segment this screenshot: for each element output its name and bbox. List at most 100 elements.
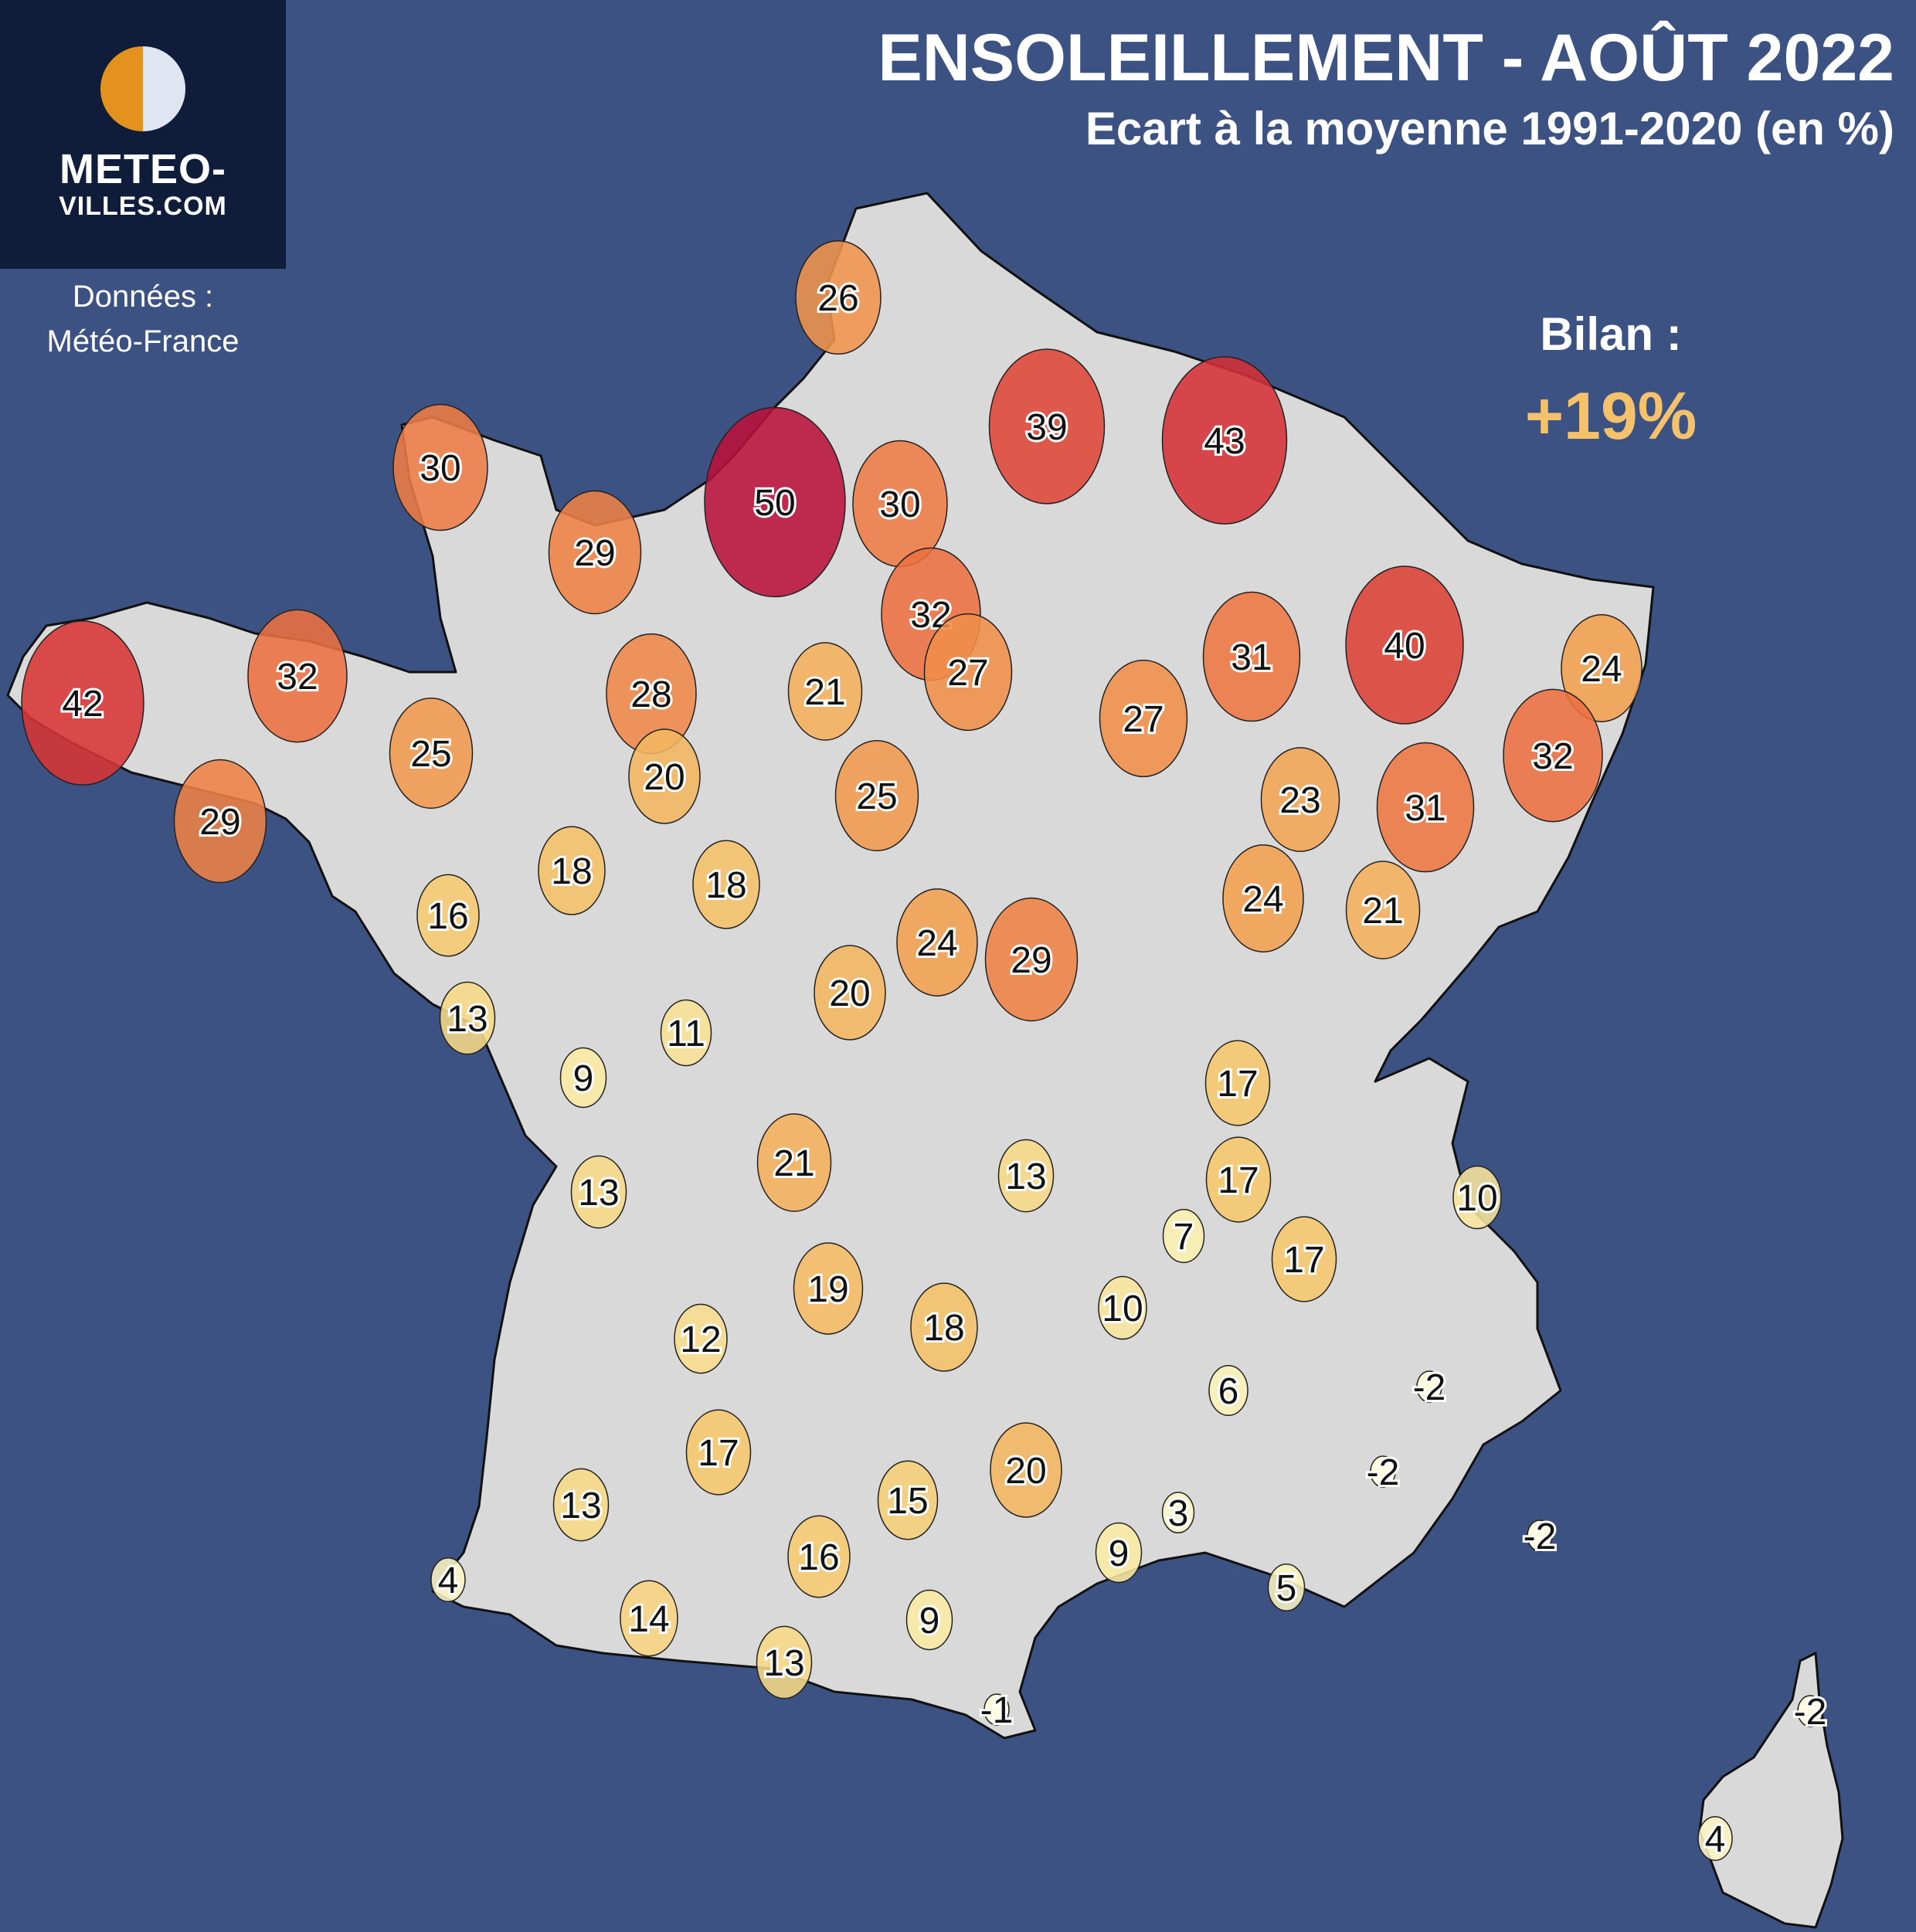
station-26: 18 <box>692 840 760 929</box>
station-bubble <box>997 1139 1055 1213</box>
station-value-label: 18 <box>551 851 592 892</box>
station-bubble <box>1561 614 1643 722</box>
station-bubble <box>1271 1216 1337 1302</box>
station-39: 17 <box>1205 1136 1272 1223</box>
station-3: 50 <box>704 406 846 598</box>
station-49: -2 <box>1364 1450 1402 1496</box>
station-bubble <box>787 1515 851 1598</box>
station-38: 17 <box>1204 1040 1271 1126</box>
station-bubble <box>896 888 978 997</box>
station-value-label: 13 <box>1005 1156 1046 1197</box>
station-value-label: 13 <box>447 999 487 1040</box>
station-5: 39 <box>988 348 1106 504</box>
summary-value: +19% <box>1524 379 1697 453</box>
station-bubble <box>173 759 267 884</box>
station-value-label: 20 <box>644 757 685 798</box>
station-bubble <box>1098 1275 1147 1340</box>
station-value-label: 17 <box>1218 1160 1259 1201</box>
station-bubble <box>1260 747 1340 852</box>
station-bubble <box>988 348 1106 504</box>
station-value-label: 25 <box>410 734 451 775</box>
station-65: 4 <box>1697 1816 1733 1862</box>
station-value-label: 13 <box>763 1643 804 1684</box>
station-bubble <box>439 981 496 1055</box>
station-bubble <box>984 897 1079 1022</box>
station-bubble <box>983 1693 1010 1726</box>
half-sun-half-moon-icon <box>100 46 185 131</box>
station-2: 29 <box>548 490 642 615</box>
station-bubble <box>793 1242 864 1335</box>
station-value-label: 21 <box>1362 891 1403 932</box>
station-43: 10 <box>1098 1275 1147 1340</box>
logo-panel: METEO- VILLES.COM <box>0 0 286 269</box>
station-value-label: 29 <box>199 802 240 843</box>
station-value-label: 7 <box>1174 1217 1194 1258</box>
station-bubble <box>1452 1165 1502 1230</box>
station-value-label: 4 <box>438 1560 459 1601</box>
station-bubble <box>620 1580 678 1657</box>
station-63: -1 <box>978 1688 1016 1733</box>
station-44: 19 <box>793 1242 864 1335</box>
station-value-label: 32 <box>1532 736 1573 777</box>
logo-line2: VILLES.COM <box>59 192 227 221</box>
station-9: 25 <box>389 698 474 809</box>
station-bubble <box>1416 1370 1442 1403</box>
station-value-label: 3 <box>1168 1493 1189 1534</box>
station-value-label: 24 <box>1242 879 1283 920</box>
station-14: 20 <box>628 728 701 824</box>
station-bubble <box>1095 1522 1143 1584</box>
station-59: 4 <box>430 1557 466 1604</box>
station-23: 29 <box>173 759 267 884</box>
station-value-label: 26 <box>817 278 858 319</box>
station-value-label: 24 <box>1581 649 1622 690</box>
station-value-label: 17 <box>698 1433 739 1474</box>
station-bubble <box>814 945 886 1041</box>
station-bubble <box>910 1282 978 1372</box>
station-bubble <box>1376 742 1475 873</box>
station-bubble <box>923 613 1013 732</box>
station-31: 20 <box>814 945 886 1041</box>
station-bubble <box>1222 844 1304 952</box>
summary-label: Bilan : <box>1540 308 1682 360</box>
station-bubble <box>1797 1695 1823 1727</box>
station-value-label: -1 <box>980 1690 1014 1731</box>
station-bubble <box>1162 1208 1205 1264</box>
station-value-label: 31 <box>1231 637 1272 678</box>
station-35: 13 <box>570 1155 627 1229</box>
station-bubble <box>1099 659 1188 778</box>
station-47: 6 <box>1208 1364 1248 1417</box>
station-value-label: 30 <box>879 484 920 525</box>
station-bubble <box>905 1589 953 1651</box>
station-value-label: 5 <box>1276 1568 1297 1609</box>
station-bubble <box>570 1155 627 1229</box>
station-value-label: 18 <box>923 1308 964 1349</box>
station-bubble <box>1208 1364 1248 1417</box>
station-value-label: -2 <box>1794 1692 1827 1733</box>
station-value-label: 21 <box>773 1143 814 1184</box>
station-bubble <box>692 840 760 929</box>
station-bubble <box>787 642 863 741</box>
station-22: 31 <box>1376 742 1475 873</box>
station-0: 26 <box>795 239 882 355</box>
station-value-label: -2 <box>1524 1516 1557 1557</box>
station-57: 9 <box>1095 1522 1143 1584</box>
station-4: 30 <box>852 440 948 568</box>
station-bubble <box>21 620 144 786</box>
station-value-label: 18 <box>705 865 746 906</box>
station-29: 29 <box>984 897 1079 1022</box>
station-bubble <box>389 698 474 809</box>
station-value-label: 27 <box>947 653 988 694</box>
station-bubble <box>628 728 701 824</box>
station-bubble <box>674 1303 728 1374</box>
source-name: Météo-France <box>46 324 240 358</box>
station-bubble <box>416 874 480 957</box>
station-7: 42 <box>21 620 144 786</box>
station-bubble <box>756 1625 813 1699</box>
station-value-label: 17 <box>1217 1064 1258 1105</box>
station-value-label: 6 <box>1218 1371 1239 1412</box>
station-30: 24 <box>1222 844 1304 952</box>
station-bubble <box>834 740 919 851</box>
station-value-label: 50 <box>754 483 795 524</box>
station-33: 11 <box>660 999 712 1067</box>
